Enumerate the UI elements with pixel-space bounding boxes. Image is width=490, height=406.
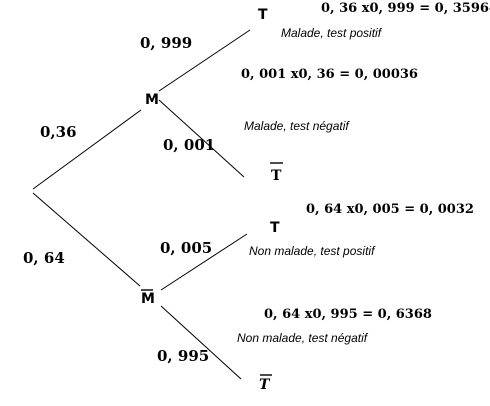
branch-not-M-to-not-T — [160, 305, 242, 380]
outcome-desc-4: Non malade, test négatif — [237, 331, 369, 345]
branch-M-to-not-T — [158, 99, 245, 178]
node-not-T-lower: T — [259, 377, 271, 393]
node-T-upper: T — [258, 7, 268, 23]
prob-not-M-T-label: 0, 005 — [160, 239, 212, 257]
outcome-desc-2: Malade, test négatif — [244, 119, 350, 133]
outcome-desc-3: Non malade, test positif — [249, 244, 376, 258]
prob-M-T-label: 0, 999 — [140, 34, 192, 52]
outcome-desc-1: Malade, test positif — [281, 26, 383, 40]
prob-M-not-T-label: 0, 001 — [163, 136, 215, 154]
node-not-T-upper: T — [271, 168, 282, 184]
outcome-calc-3: 0, 64 x0, 005 = 0, 0032 — [306, 202, 474, 217]
node-M: M — [145, 92, 159, 108]
branch-root-to-M — [32, 109, 142, 190]
branch-not-M-to-T — [160, 233, 248, 291]
outcome-calc-2: 0, 001 x0, 36 = 0, 00036 — [241, 67, 418, 82]
prob-not-M-not-T-label: 0, 995 — [157, 347, 209, 365]
prob-M-label: 0,36 — [40, 123, 77, 141]
node-T-lower: T — [270, 220, 280, 236]
node-not-M: M — [141, 291, 155, 307]
prob-not-M-label: 0, 64 — [23, 249, 65, 267]
branch-root-to-not-M — [32, 192, 141, 287]
outcome-calc-1: 0, 36 x0, 999 = 0, 35964 — [321, 1, 490, 16]
outcome-calc-4: 0, 64 x0, 995 = 0, 6368 — [264, 307, 432, 322]
branch-M-to-T — [158, 29, 251, 92]
